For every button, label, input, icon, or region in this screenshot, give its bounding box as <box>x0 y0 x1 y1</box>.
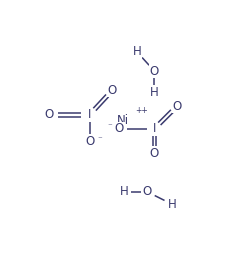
Text: H: H <box>120 185 128 198</box>
Text: O: O <box>107 84 116 97</box>
Text: I: I <box>152 122 155 135</box>
Text: O: O <box>85 135 94 148</box>
Text: ⁻: ⁻ <box>97 135 102 144</box>
Text: ++: ++ <box>135 106 147 115</box>
Text: ⁻: ⁻ <box>107 123 112 132</box>
Text: O: O <box>114 122 123 135</box>
Text: O: O <box>172 100 181 113</box>
Text: H: H <box>132 45 141 58</box>
Text: O: O <box>142 185 151 198</box>
Text: O: O <box>45 108 54 121</box>
Text: O: O <box>149 64 158 78</box>
Text: H: H <box>167 198 176 211</box>
Text: I: I <box>88 108 91 121</box>
Text: O: O <box>149 147 158 160</box>
Text: H: H <box>149 85 158 99</box>
Text: Ni: Ni <box>116 113 128 127</box>
